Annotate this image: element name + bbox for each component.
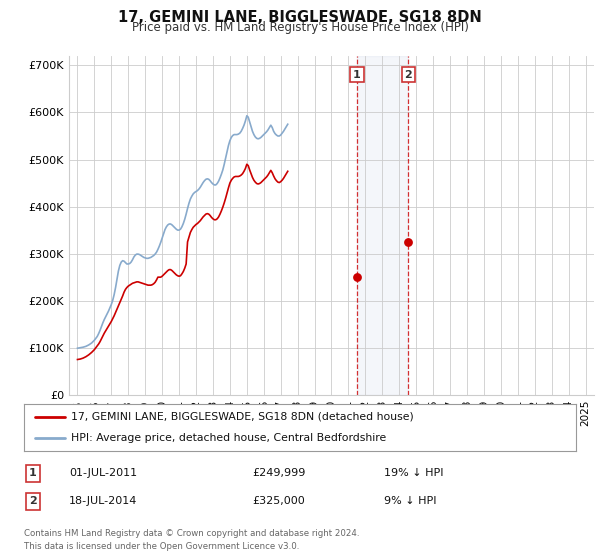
- Point: [352, 273, 362, 282]
- Text: £325,000: £325,000: [252, 496, 305, 506]
- Point: [404, 237, 413, 246]
- Text: 18-JUL-2014: 18-JUL-2014: [69, 496, 137, 506]
- Text: This data is licensed under the Open Government Licence v3.0.: This data is licensed under the Open Gov…: [24, 542, 299, 551]
- Text: 1: 1: [353, 69, 361, 80]
- Text: 01-JUL-2011: 01-JUL-2011: [69, 468, 137, 478]
- Text: 1: 1: [29, 468, 37, 478]
- Text: Contains HM Land Registry data © Crown copyright and database right 2024.: Contains HM Land Registry data © Crown c…: [24, 529, 359, 538]
- Bar: [357, 56, 409, 395]
- Text: 17, GEMINI LANE, BIGGLESWADE, SG18 8DN: 17, GEMINI LANE, BIGGLESWADE, SG18 8DN: [118, 10, 482, 25]
- Text: £249,999: £249,999: [252, 468, 305, 478]
- Text: 19% ↓ HPI: 19% ↓ HPI: [384, 468, 443, 478]
- Text: 17, GEMINI LANE, BIGGLESWADE, SG18 8DN (detached house): 17, GEMINI LANE, BIGGLESWADE, SG18 8DN (…: [71, 412, 413, 422]
- Text: 2: 2: [29, 496, 37, 506]
- Text: 2: 2: [404, 69, 412, 80]
- Text: HPI: Average price, detached house, Central Bedfordshire: HPI: Average price, detached house, Cent…: [71, 433, 386, 444]
- Text: 9% ↓ HPI: 9% ↓ HPI: [384, 496, 437, 506]
- Text: Price paid vs. HM Land Registry's House Price Index (HPI): Price paid vs. HM Land Registry's House …: [131, 21, 469, 34]
